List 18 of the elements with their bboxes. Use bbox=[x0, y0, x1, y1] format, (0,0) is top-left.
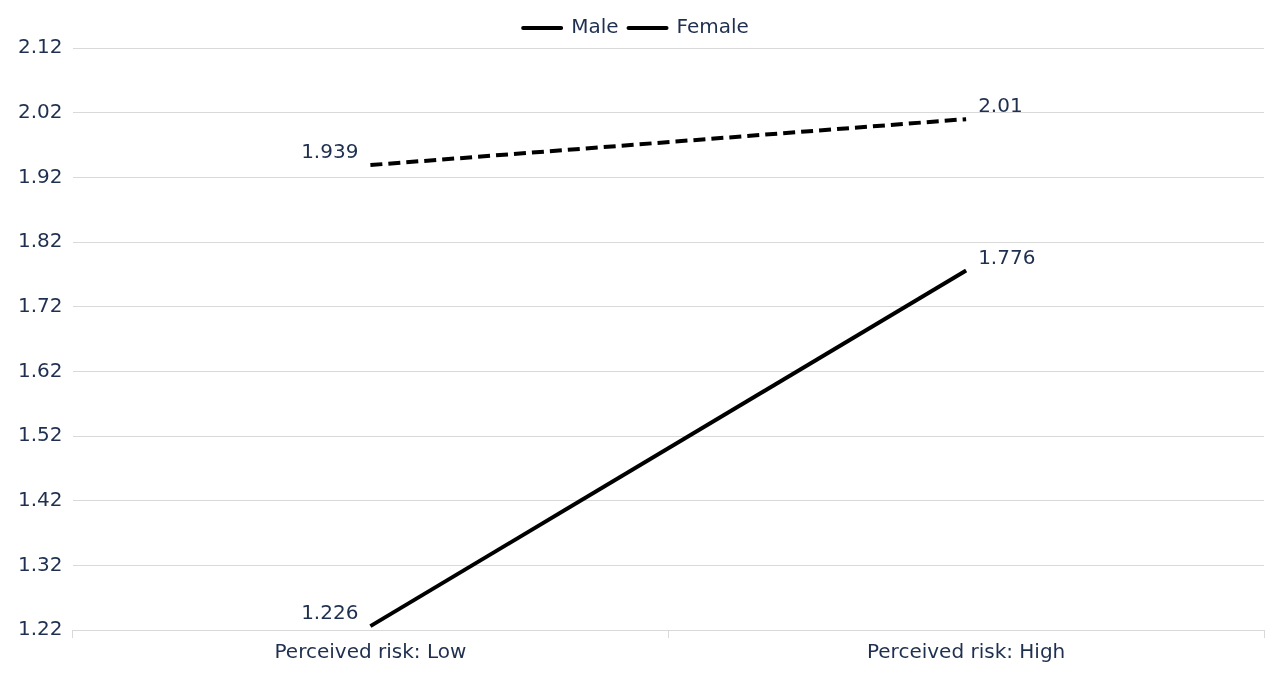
data-label: 1.226 bbox=[301, 600, 359, 625]
y-tick-label: 2.02 bbox=[18, 98, 63, 123]
y-tick-label: 1.92 bbox=[18, 163, 63, 188]
x-tick-label: Perceived risk: Low bbox=[274, 639, 467, 664]
x-tick-label: Perceived risk: High bbox=[866, 639, 1066, 664]
data-label: 1.939 bbox=[301, 139, 359, 164]
y-tick-label: 1.52 bbox=[18, 422, 63, 447]
legend-label: Female bbox=[676, 14, 749, 39]
y-tick-label: 1.72 bbox=[18, 292, 63, 317]
y-tick-label: 1.42 bbox=[18, 486, 63, 511]
y-tick-label: 2.12 bbox=[18, 34, 63, 59]
y-tick-label: 1.82 bbox=[18, 228, 63, 253]
legend-label: Male bbox=[571, 14, 619, 39]
y-tick-label: 1.62 bbox=[18, 357, 63, 382]
y-tick-label: 1.22 bbox=[18, 616, 63, 641]
data-label: 2.01 bbox=[978, 93, 1023, 118]
data-label: 1.776 bbox=[978, 244, 1036, 269]
y-tick-label: 1.32 bbox=[18, 551, 63, 576]
